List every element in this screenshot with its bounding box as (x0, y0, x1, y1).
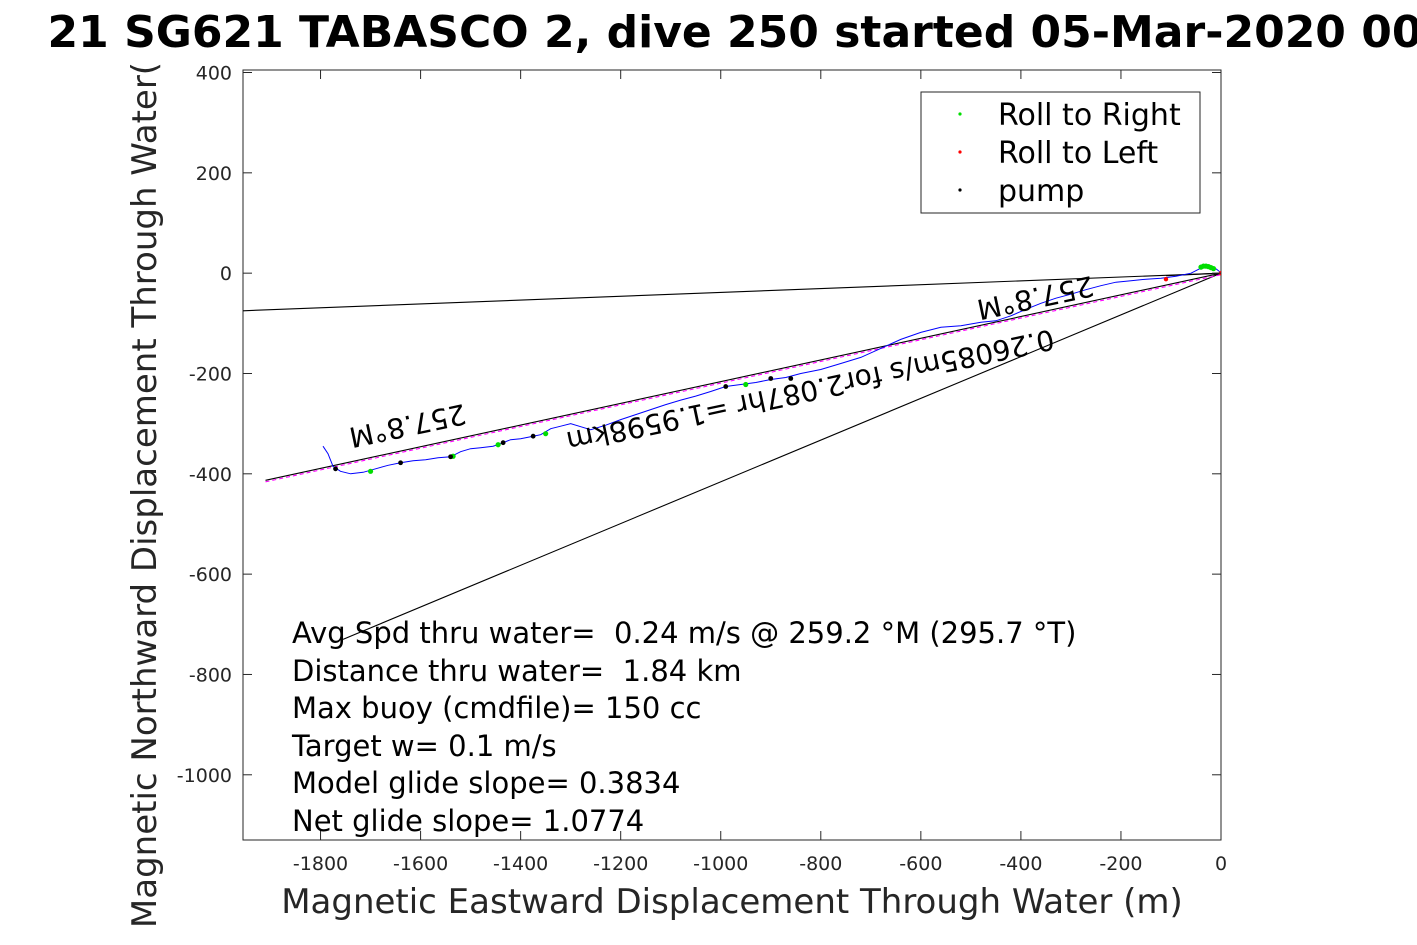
y-tick-label-6: -800 (189, 664, 232, 686)
x-tick-label-7: -400 (999, 853, 1042, 875)
y-tick-label-5: -600 (189, 564, 232, 586)
legend-marker-roll-right (958, 112, 962, 116)
legend-marker-roll-left (958, 150, 962, 154)
x-tick-label-8: -200 (1099, 853, 1142, 875)
stat-model-glide: Model glide slope= 0.3834 (292, 766, 680, 800)
y-tick-label-4: -400 (189, 464, 232, 486)
axes: -1800 -1600 -1400 -1200 -1000 -800 -600 -400 -20… (177, 63, 1227, 875)
pump-point-3 (500, 440, 506, 446)
reference-line-0 (243, 272, 1221, 312)
y-axis-label: Magnetic Northward Displacement Through … (125, 62, 165, 928)
roll-right-point-10 (1210, 266, 1217, 272)
legend: Roll to Right Roll to Left pump (920, 91, 1201, 214)
chart-title: 21 SG621 TABASCO 2, dive 250 started 05-… (48, 7, 1417, 58)
x-tick-label-5: -800 (799, 853, 842, 875)
stat-max-buoy: Max buoy (cmdfile)= 150 cc (292, 691, 701, 725)
legend-box (920, 91, 1201, 214)
stat-distance: Distance thru water= 1.84 km (292, 654, 742, 688)
y-tick-label-3: -200 (189, 363, 232, 385)
track-line (322, 265, 1221, 475)
stat-target-w: Target w= 0.1 m/s (291, 729, 557, 763)
pump-point-7 (788, 376, 794, 381)
stat-avg-speed: Avg Spd thru water= 0.24 m/s @ 259.2 °M … (292, 616, 1076, 650)
legend-label-roll-left: Roll to Left (998, 136, 1158, 171)
reference-line-4 (1165, 272, 1221, 277)
legend-marker-pump (958, 188, 962, 192)
y-tick-label-1: 200 (196, 163, 232, 185)
pump-point-1 (398, 460, 403, 466)
roll-right-point-0 (367, 468, 374, 474)
y-tick-label-0: 400 (196, 63, 232, 85)
pump-point-5 (723, 384, 729, 389)
pump-point-2 (448, 454, 454, 460)
stats-block: Avg Spd thru water= 0.24 m/s @ 259.2 °M … (291, 616, 1076, 838)
y-tick-label-2: 0 (220, 263, 232, 285)
roll-left-point-0 (1163, 276, 1169, 282)
pump-point-0 (333, 466, 338, 472)
reference-line-1 (342, 272, 1221, 640)
x-tick-label-9: 0 (1215, 853, 1227, 875)
y-tick-label-7: -1000 (177, 765, 232, 787)
x-axis-label: Magnetic Eastward Displacement Through W… (281, 882, 1183, 922)
pump-point-4 (530, 433, 536, 439)
roll-right-point-4 (743, 381, 749, 388)
x-tick-label-2: -1400 (493, 853, 548, 875)
legend-label-roll-right: Roll to Right (998, 98, 1181, 133)
pump-point-6 (768, 376, 774, 381)
x-tick-label-4: -1000 (693, 853, 748, 875)
stat-net-glide: Net glide slope= 1.0774 (292, 804, 644, 838)
reference-line-3 (265, 274, 1221, 483)
x-tick-label-0: -1800 (293, 853, 348, 875)
x-tick-label-6: -600 (899, 853, 942, 875)
legend-label-pump: pump (998, 174, 1084, 209)
x-tick-label-3: -1200 (593, 853, 648, 875)
reference-line-2 (265, 272, 1221, 481)
roll-right-point-2 (495, 442, 501, 448)
x-tick-label-1: -1600 (393, 853, 448, 875)
roll-right-point-3 (543, 431, 549, 437)
